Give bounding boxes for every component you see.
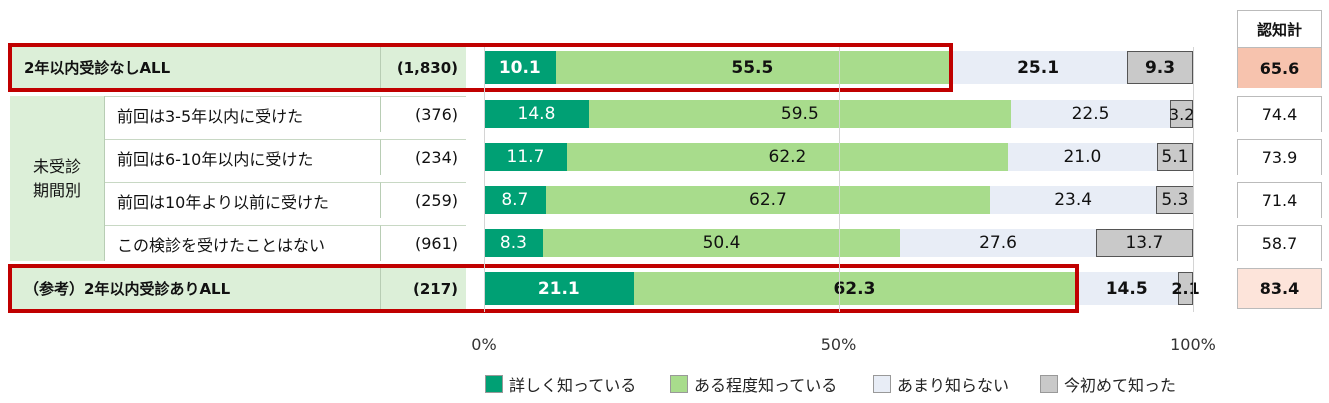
legend-label: 詳しく知っている	[509, 376, 637, 395]
x-tick-label: 0%	[471, 335, 497, 354]
segment-some: 62.3	[633, 272, 1076, 305]
grid-line	[484, 47, 485, 312]
segment-not-much: 25.1	[949, 51, 1128, 84]
segment-not-much: 14.5	[1075, 272, 1179, 305]
row-n: (234)	[380, 139, 466, 175]
awareness-value: 83.4	[1237, 268, 1322, 309]
row-label: 2年以内受診なしALL	[10, 47, 380, 88]
awareness-value: 73.9	[1237, 139, 1322, 175]
row-label: 前回は10年より以前に受けた	[105, 182, 380, 218]
segment-first-time: 5.3	[1156, 186, 1194, 214]
awareness-value: 65.6	[1237, 47, 1322, 88]
grid-line	[1193, 47, 1194, 312]
segment-detail: 8.7	[484, 186, 546, 214]
legend-label: 今初めて知った	[1064, 376, 1177, 395]
segment-some: 62.2	[566, 143, 1008, 171]
legend-swatch	[670, 375, 688, 393]
legend-label: ある程度知っている	[694, 376, 838, 395]
row-label: 前回は3-5年以内に受けた	[105, 96, 380, 132]
segment-detail: 11.7	[484, 143, 567, 171]
row-n: (961)	[380, 225, 466, 261]
legend-swatch	[873, 375, 891, 393]
segment-detail: 10.1	[484, 51, 556, 84]
legend-item: ある程度知っている	[670, 372, 837, 396]
row-n: (1,830)	[380, 47, 466, 88]
segment-some: 59.5	[588, 100, 1011, 128]
awareness-value: 71.4	[1237, 182, 1322, 218]
segment-first-time: 2.1	[1171, 272, 1200, 305]
row-n: (259)	[380, 182, 466, 218]
segment-not-much: 23.4	[990, 186, 1157, 214]
segment-some: 62.7	[545, 186, 991, 214]
x-tick-label: 100%	[1170, 335, 1216, 354]
awareness-value: 74.4	[1237, 96, 1322, 132]
segment-detail: 8.3	[484, 229, 543, 257]
segment-some: 50.4	[542, 229, 901, 257]
legend-label: あまり知らない	[897, 376, 1010, 395]
segment-first-time: 9.3	[1127, 51, 1193, 84]
legend-item: 詳しく知っている	[485, 372, 636, 396]
segment-not-much: 22.5	[1010, 100, 1171, 128]
row-label: （参考）2年以内受診ありALL	[10, 268, 380, 309]
segment-detail: 21.1	[484, 272, 634, 305]
row-label: 前回は6-10年以内に受けた	[105, 139, 380, 175]
legend-swatch	[1040, 375, 1058, 393]
row-n: (217)	[380, 268, 466, 309]
segment-first-time: 3.2	[1169, 100, 1194, 128]
segment-some: 55.5	[555, 51, 950, 84]
segment-not-much: 27.6	[900, 229, 1096, 257]
legend-item: あまり知らない	[873, 372, 1009, 396]
awareness-header: 認知計	[1237, 10, 1322, 47]
segment-detail: 14.8	[484, 100, 589, 128]
group-label: 未受診 期間別	[10, 96, 105, 261]
row-label: この検診を受けたことはない	[105, 225, 380, 261]
row-n: (376)	[380, 96, 466, 132]
segment-first-time: 13.7	[1095, 229, 1193, 257]
awareness-value: 58.7	[1237, 225, 1322, 261]
segment-not-much: 21.0	[1007, 143, 1157, 171]
legend-swatch	[485, 375, 503, 393]
x-tick-label: 50%	[820, 335, 857, 354]
grid-line	[838, 47, 840, 312]
legend-item: 今初めて知った	[1040, 372, 1176, 396]
segment-first-time: 5.1	[1156, 143, 1193, 171]
